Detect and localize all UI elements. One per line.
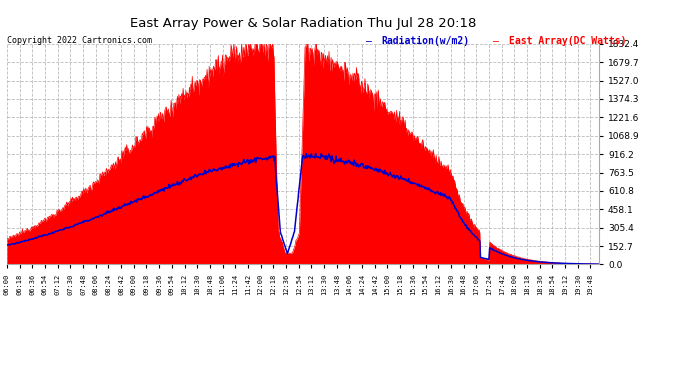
Text: Radiation(w/m2): Radiation(w/m2) bbox=[381, 36, 469, 46]
Text: Copyright 2022 Cartronics.com: Copyright 2022 Cartronics.com bbox=[7, 36, 152, 45]
Text: East Array Power & Solar Radiation Thu Jul 28 20:18: East Array Power & Solar Radiation Thu J… bbox=[130, 17, 477, 30]
Text: —: — bbox=[366, 36, 377, 46]
Text: —: — bbox=[493, 36, 505, 46]
Text: East Array(DC Watts): East Array(DC Watts) bbox=[509, 36, 626, 46]
